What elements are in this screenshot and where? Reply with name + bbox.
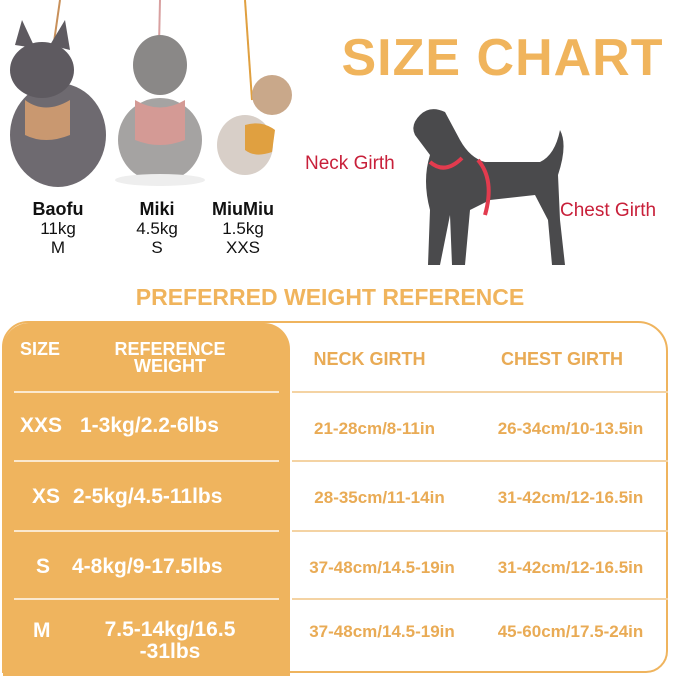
dog-silhouette-diagram xyxy=(413,109,565,265)
row-m-neck: 37-48cm/14.5-19in xyxy=(309,622,455,641)
dog-label-miki: Miki 4.5kg S xyxy=(136,199,178,258)
header-neck-girth: NECK GIRTH xyxy=(313,349,426,369)
divider xyxy=(292,530,668,532)
chest-girth-marker xyxy=(476,158,491,216)
dog-miki xyxy=(115,35,205,186)
row-xs-weight: 2-5kg/4.5-11lbs xyxy=(73,485,223,508)
row-m-chest: 45-60cm/17.5-24in xyxy=(497,622,644,641)
row-xs-neck: 28-35cm/11-14in xyxy=(314,488,445,507)
leash xyxy=(244,0,253,101)
divider xyxy=(292,391,668,393)
row-xxs-size: XXS xyxy=(20,414,63,437)
row-xs-size: XS xyxy=(32,485,61,508)
chest-girth-label: Chest Girth xyxy=(560,200,657,221)
dog-baofu xyxy=(10,20,106,187)
page-title: SIZE CHART xyxy=(341,29,664,87)
dog-miumiu xyxy=(217,75,292,175)
row-xxs-neck: 21-28cm/8-11in xyxy=(314,419,435,438)
divider xyxy=(14,460,279,462)
row-s-size: S xyxy=(36,555,51,578)
row-m-weight: 7.5-14kg/16.5 -31lbs xyxy=(104,618,236,663)
divider xyxy=(292,598,668,600)
dog-photos xyxy=(10,0,292,187)
neck-girth-marker xyxy=(428,156,464,170)
divider xyxy=(292,460,668,462)
row-s-chest: 31-42cm/12-16.5in xyxy=(497,558,644,577)
row-xxs-weight: 1-3kg/2.2-6lbs xyxy=(80,414,219,437)
dog-label-baofu: Baofu 11kg M xyxy=(32,199,84,258)
row-m-size: M xyxy=(33,619,51,642)
row-s-weight: 4-8kg/9-17.5lbs xyxy=(72,555,223,578)
row-xxs-chest: 26-34cm/10-13.5in xyxy=(497,419,644,438)
dog-label-miumiu: MiuMiu 1.5kg XXS xyxy=(212,199,274,258)
header-reference-weight: REFERENCE WEIGHT xyxy=(114,339,226,376)
header-chest-girth: CHEST GIRTH xyxy=(500,349,623,369)
row-xs-chest: 31-42cm/12-16.5in xyxy=(497,488,644,507)
neck-girth-label: Neck Girth xyxy=(305,153,395,174)
table-left-panel xyxy=(3,323,290,676)
table-subtitle: PREFERRED WEIGHT REFERENCE xyxy=(135,284,525,310)
header-size: SIZE xyxy=(20,339,61,359)
divider xyxy=(14,391,279,393)
divider xyxy=(14,530,279,532)
row-s-neck: 37-48cm/14.5-19in xyxy=(309,558,455,577)
divider xyxy=(14,598,279,600)
